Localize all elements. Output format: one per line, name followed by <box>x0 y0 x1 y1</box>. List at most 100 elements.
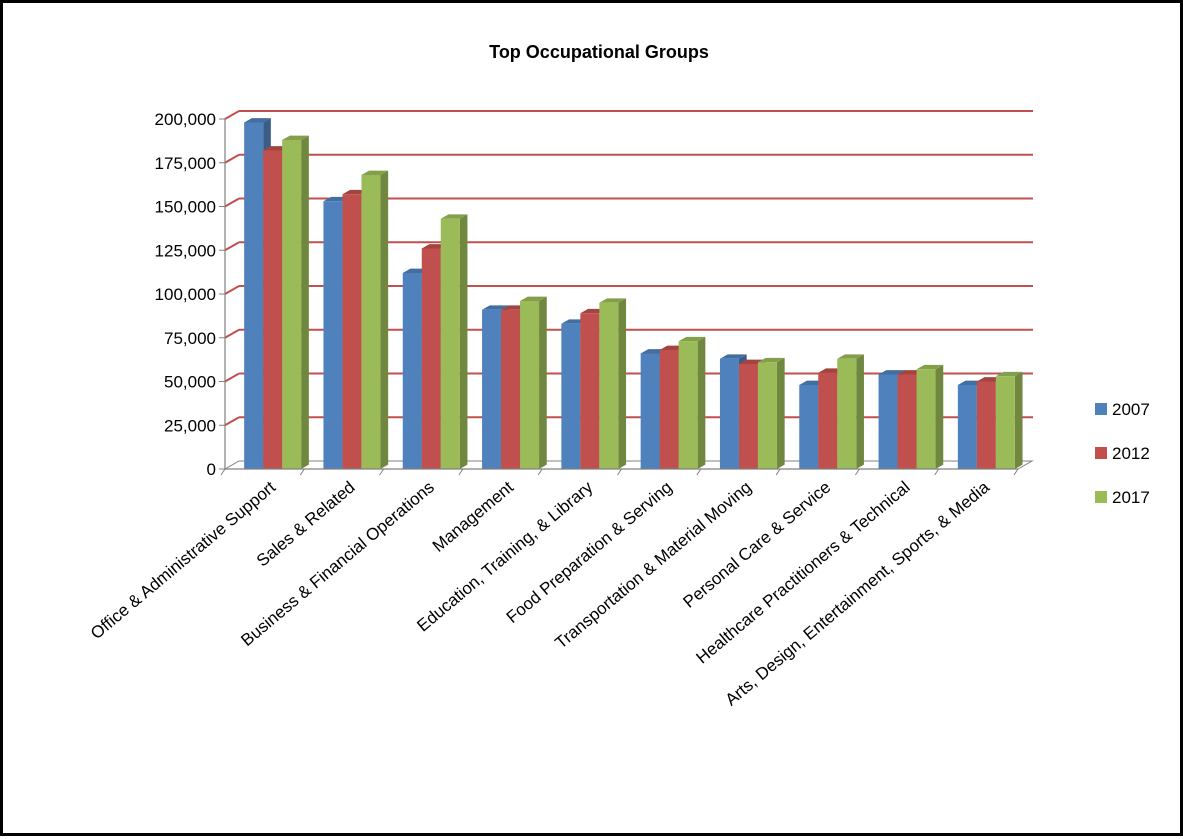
gridline-connector <box>224 153 240 164</box>
bar-front <box>421 248 441 469</box>
y-tick-label: 50,000 <box>164 373 216 392</box>
bar-top <box>719 354 747 359</box>
bar-front <box>818 372 838 469</box>
bar <box>837 354 864 469</box>
bar-front <box>878 374 898 469</box>
bar <box>599 298 627 469</box>
legend: 2007 2012 2017 <box>1095 400 1150 507</box>
bar-side <box>618 298 627 469</box>
bar-front <box>837 358 857 469</box>
bar <box>520 296 547 469</box>
bar-front <box>402 273 422 469</box>
bar-side <box>856 354 864 469</box>
bar-front <box>799 385 819 469</box>
gridline-connector <box>224 416 240 427</box>
bar-front <box>976 381 996 469</box>
bar-top <box>440 214 468 219</box>
bar-side <box>539 296 547 469</box>
bar-front <box>916 369 936 469</box>
gridline-connector <box>224 328 240 339</box>
bar-top <box>282 135 309 140</box>
y-tick-label: 100,000 <box>155 285 216 304</box>
x-tick-mark <box>775 468 781 476</box>
bar-front <box>263 150 283 469</box>
bar <box>916 364 944 469</box>
x-tick-mark <box>854 468 860 476</box>
bar-front <box>757 362 777 469</box>
bar-front <box>482 309 502 469</box>
legend-label: 2012 <box>1112 444 1150 463</box>
bar-front <box>440 218 460 469</box>
x-tick-mark <box>537 468 543 476</box>
gridline-connector <box>224 197 240 208</box>
legend-label: 2017 <box>1112 488 1150 507</box>
x-tick-label: Office & Administrative Support <box>87 477 279 643</box>
y-tick-label: 175,000 <box>155 154 216 173</box>
bar-front <box>678 341 698 469</box>
bar-side <box>301 135 309 469</box>
y-tick-label: 25,000 <box>164 416 216 435</box>
x-tick-label: Food Preparation & Serving <box>503 478 676 627</box>
bar-top <box>757 357 785 363</box>
bar-front <box>520 301 540 469</box>
y-tick-label: 0 <box>207 460 216 479</box>
gridline-connector <box>224 372 240 383</box>
bar-top <box>878 370 906 375</box>
bar-front <box>244 122 264 469</box>
bar-top <box>520 296 547 301</box>
x-tick-mark <box>379 468 385 476</box>
bar-top <box>916 364 944 370</box>
bar-front <box>580 313 600 469</box>
legend-swatch <box>1095 491 1107 503</box>
bar-front <box>640 353 660 469</box>
bar-side <box>459 214 468 469</box>
bar-front <box>501 309 521 469</box>
bar-top <box>599 298 627 303</box>
bar-side <box>380 170 389 469</box>
legend-swatch <box>1095 403 1107 415</box>
bar-front <box>342 194 362 469</box>
bar-front <box>897 374 917 469</box>
legend-label: 2007 <box>1112 400 1150 419</box>
y-tick-label: 125,000 <box>155 241 216 260</box>
y-tick-label: 200,000 <box>155 110 216 129</box>
bar-front <box>995 376 1015 469</box>
bar-front <box>719 358 739 469</box>
chart-title: Top Occupational Groups <box>489 42 709 62</box>
gridline-connector <box>224 110 240 120</box>
bars <box>244 118 1023 469</box>
x-tick-mark <box>458 468 464 476</box>
bar <box>678 336 706 469</box>
bar-front <box>561 323 581 469</box>
gridline-connector <box>224 285 240 295</box>
y-tick-label: 75,000 <box>164 329 216 348</box>
x-tick-mark <box>696 468 702 476</box>
bar-front <box>738 364 758 469</box>
bar-top <box>995 371 1023 377</box>
bar-front <box>282 140 302 469</box>
bar-top <box>678 336 706 342</box>
y-tick-label: 150,000 <box>155 198 216 217</box>
bar-side <box>697 336 706 469</box>
x-tick-mark <box>299 468 305 476</box>
x-tick-mark <box>934 468 940 476</box>
x-tick-mark <box>1013 468 1019 476</box>
bar-side <box>935 364 944 469</box>
bar <box>361 170 389 469</box>
bar-chart: Top Occupational Groups 0 25,000 50,000 75,… <box>87 42 1150 709</box>
bar <box>282 135 309 469</box>
bar-front <box>599 302 619 469</box>
x-tick-mark <box>617 468 622 476</box>
bar-top <box>482 305 509 310</box>
bar-front <box>957 385 977 469</box>
bar-front <box>361 175 381 469</box>
x-tick-label: Personal Care & Service <box>680 478 835 612</box>
bar-top <box>361 170 389 175</box>
bar-top <box>837 354 864 359</box>
bar-side <box>1014 371 1023 469</box>
bar-front <box>659 350 679 469</box>
bar-side <box>776 357 785 469</box>
x-tick-mark <box>220 468 226 476</box>
gridline-connector <box>224 241 240 252</box>
